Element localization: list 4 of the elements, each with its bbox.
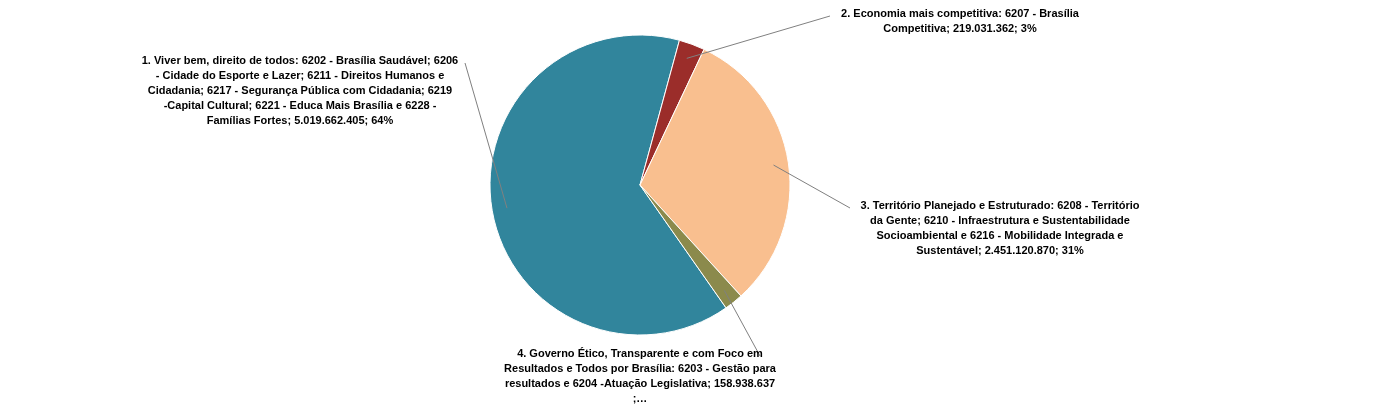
slice-label: 3. Território Planejado e Estruturado: 6208 - Território da Gente; 6210 - Infraestrutura e Sustentabilidade Socioambiental e 6216 - Mobilidade Integrada e Sustentável; 2.451.120.870; 31% xyxy=(860,199,1140,256)
slice-label: 1. Viver bem, direito de todos: 6202 - Brasília Saudável; 6206 - Cidade do Esporte e Lazer; 6211 - Direitos Humanos e Cidadania; 6217 - Segurança Pública com Cidadania; 6219 -Capital Cultural; 6221 - Educa Mais Brasília e 6228 - Famílias Fortes; 5.019.662.405; 64% xyxy=(141,54,459,126)
slice-label: 4. Governo Ético, Transparente e com Foco em Resultados e Todos por Brasília: 6203 - Gestão para resultados e 6204 -Atuação Legislativa; 158.938.637 ;… xyxy=(504,347,777,404)
slice-label: 2. Economia mais competitiva: 6207 - Brasília Competitiva; 219.031.362; 3% xyxy=(841,7,1080,34)
